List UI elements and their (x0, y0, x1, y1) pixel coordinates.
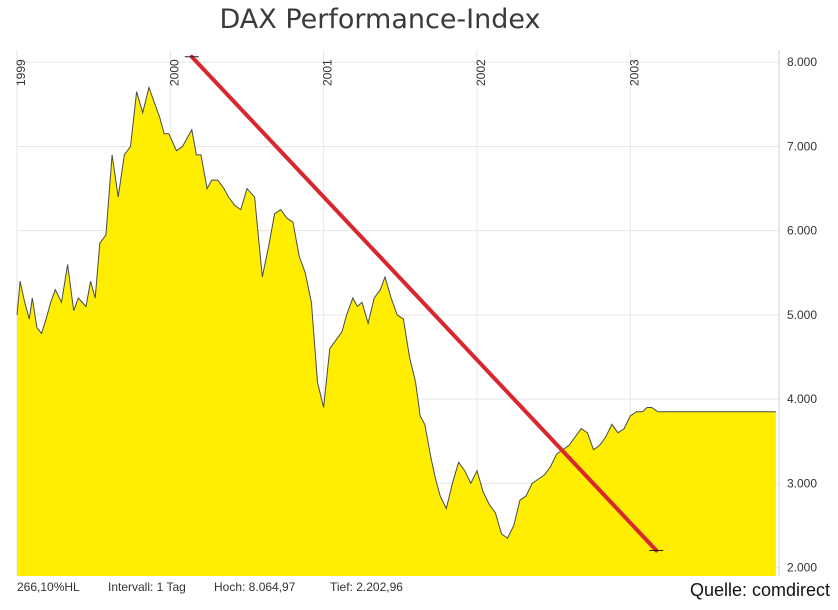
y-tick-label: 4.000 (787, 392, 817, 406)
axis-layer: 2.000 3.000 4.000 5.000 6.000 7.000 8.000 1999 2… (14, 50, 817, 576)
price-area-fill (17, 87, 776, 576)
interval-text: Intervall: 1 Tag (108, 580, 186, 594)
low-text: Tief: 2.202,96 (330, 580, 403, 594)
year-label: 2000 (167, 59, 181, 86)
year-label: 2003 (627, 59, 641, 86)
y-tick-label: 2.000 (787, 561, 817, 575)
trend-line-layer (184, 54, 664, 553)
y-tick-label: 7.000 (787, 139, 817, 153)
high-text: Hoch: 8.064,97 (214, 580, 296, 594)
trend-line (189, 54, 659, 553)
year-label: 1999 (14, 59, 28, 86)
year-label: 2001 (321, 59, 335, 86)
chart-title: DAX Performance-Index (219, 4, 541, 35)
source-label: Quelle: comdirect (689, 580, 830, 600)
price-area (16, 85, 776, 576)
performance-text: 266,10%HL (17, 580, 80, 594)
y-tick-label: 6.000 (787, 224, 817, 238)
y-tick-label: 8.000 (787, 55, 817, 69)
price-line (16, 85, 776, 539)
y-tick-label: 5.000 (787, 308, 817, 322)
y-tick-label: 3.000 (787, 476, 817, 490)
year-label: 2002 (474, 59, 488, 86)
